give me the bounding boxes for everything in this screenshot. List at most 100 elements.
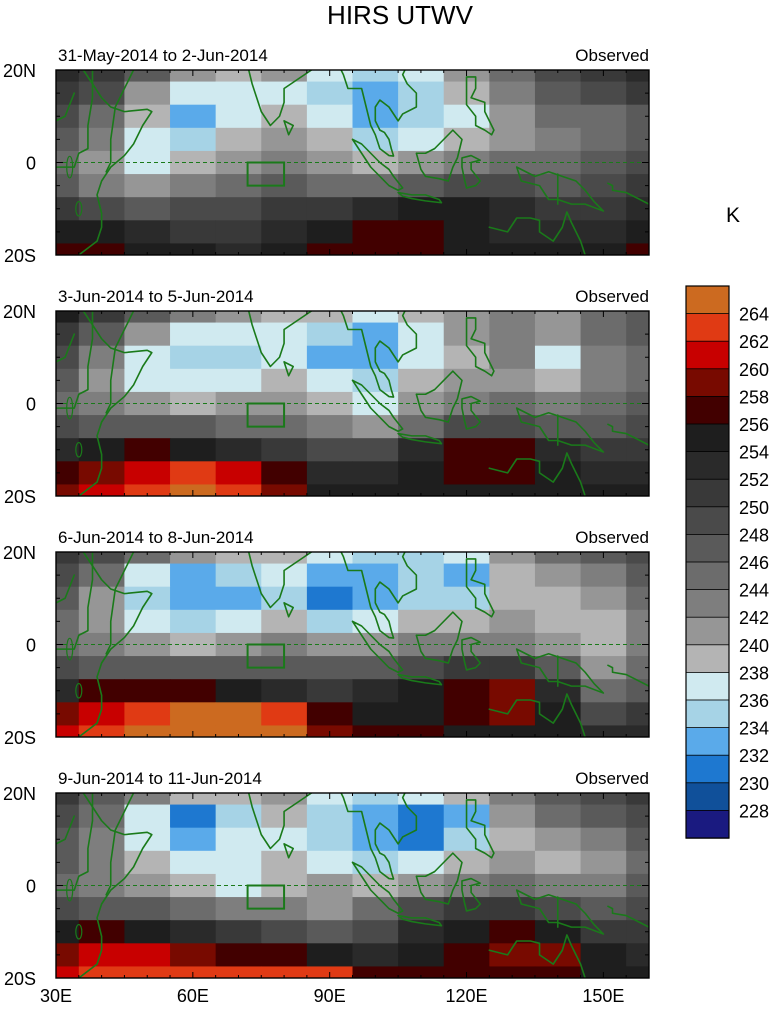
heatmap-cell — [215, 943, 262, 967]
heatmap-cell — [124, 552, 171, 565]
heatmap-cell — [489, 104, 536, 129]
coastline — [488, 211, 586, 255]
coastline — [247, 552, 423, 639]
heatmap-cell — [56, 943, 80, 967]
colorbar-swatch — [685, 478, 730, 508]
heatmap-cell — [580, 197, 627, 221]
heatmap-cell — [306, 81, 353, 106]
heatmap-cell — [56, 322, 80, 347]
heatmap-cell — [489, 220, 536, 244]
heatmap-cell — [352, 804, 399, 829]
heatmap-cell — [261, 311, 308, 324]
heatmap-cell — [443, 702, 490, 726]
heatmap-cell — [398, 345, 445, 370]
heatmap-cell — [626, 897, 649, 921]
heatmap-cell — [443, 104, 490, 129]
colorbar-label: 234 — [739, 719, 769, 739]
heatmap-cell — [261, 484, 308, 496]
heatmap-cell — [261, 827, 308, 852]
x-tick-label: 30E — [40, 986, 72, 1006]
heatmap-cell — [124, 311, 171, 324]
heatmap-cell — [398, 243, 445, 255]
heatmap-cell — [78, 322, 125, 347]
heatmap-cell — [306, 415, 353, 439]
heatmap-cell — [580, 322, 627, 347]
heatmap-cell — [306, 920, 353, 944]
coastline — [515, 407, 605, 453]
heatmap-cell — [534, 391, 582, 416]
heatmap-cell — [306, 70, 353, 83]
coastline — [465, 799, 495, 859]
heatmap-cell — [78, 484, 125, 496]
heatmap-cell — [215, 461, 262, 485]
heatmap-cell — [170, 586, 217, 611]
x-tick-label: 150E — [582, 986, 624, 1006]
heatmap-cell — [56, 127, 80, 152]
heatmap-cell — [78, 415, 125, 439]
colorbar-label: 242 — [739, 608, 769, 628]
heatmap-cell — [78, 438, 125, 462]
heatmap-cell — [56, 920, 80, 944]
heatmap-cell — [534, 220, 582, 244]
heatmap-cell — [78, 702, 125, 726]
heatmap-cell — [170, 104, 217, 129]
heatmap-cell — [124, 804, 171, 829]
panel-3: 6-Jun-2014 to 8-Jun-2014 Observed 20N 0 20S — [3, 528, 650, 748]
heatmap-cell — [489, 920, 536, 944]
heatmap-cell — [489, 897, 536, 921]
heatmap-cell — [124, 609, 171, 634]
heatmap-cell — [534, 243, 582, 255]
coastline — [247, 70, 423, 157]
heatmap-cell — [306, 104, 353, 129]
heatmap-cell — [56, 104, 80, 129]
heatmap-cell — [580, 793, 627, 806]
heatmap-cell — [78, 804, 125, 829]
heatmap-cell — [124, 702, 171, 726]
heatmap-cell — [626, 81, 649, 106]
heatmap-cell — [352, 725, 399, 737]
heatmap-cell — [215, 104, 262, 129]
heatmap-cell — [215, 827, 262, 852]
coastline — [283, 602, 295, 618]
heatmap-cell — [261, 943, 308, 967]
heatmap-cell — [580, 415, 627, 439]
heatmap-cell — [443, 920, 490, 944]
heatmap-cell — [215, 322, 262, 347]
heatmap-cell — [534, 827, 582, 852]
colorbar-label: 230 — [739, 774, 769, 794]
heatmap-cell — [534, 81, 582, 106]
heatmap-cell — [489, 850, 536, 875]
heatmap-cell — [534, 804, 582, 829]
heatmap-cell — [489, 81, 536, 106]
heatmap-cell — [124, 81, 171, 106]
heatmap-cell — [124, 220, 171, 244]
heatmap-cell — [489, 311, 536, 324]
heatmap-cell — [398, 322, 445, 347]
coastline — [56, 333, 76, 363]
heatmap-cell — [215, 368, 262, 393]
colorbar-label: 252 — [739, 470, 769, 490]
coastline — [56, 574, 76, 604]
heatmap-cell — [489, 793, 536, 806]
colorbar-swatch — [685, 561, 730, 591]
heatmap-cell — [215, 174, 262, 198]
heatmap-cell — [170, 563, 217, 588]
y-tick-label: 20S — [4, 246, 36, 266]
heatmap-cell — [626, 827, 649, 852]
heatmap-cell — [56, 368, 80, 393]
heatmap-cell — [170, 368, 217, 393]
colorbar-swatch — [685, 506, 730, 536]
heatmap-cell — [170, 391, 217, 416]
heatmap-cell — [124, 322, 171, 347]
heatmap-cell — [398, 702, 445, 726]
heatmap-cell — [124, 104, 171, 129]
heatmap-cell — [352, 897, 399, 921]
heatmap-cell — [489, 552, 536, 565]
heatmap-cell — [124, 850, 171, 875]
panel-right-title: Observed — [575, 528, 649, 547]
heatmap-cell — [170, 552, 217, 565]
heatmap-cell — [352, 563, 399, 588]
heatmap-cell — [170, 197, 217, 221]
heatmap-cell — [352, 484, 399, 496]
coastline — [283, 361, 295, 377]
